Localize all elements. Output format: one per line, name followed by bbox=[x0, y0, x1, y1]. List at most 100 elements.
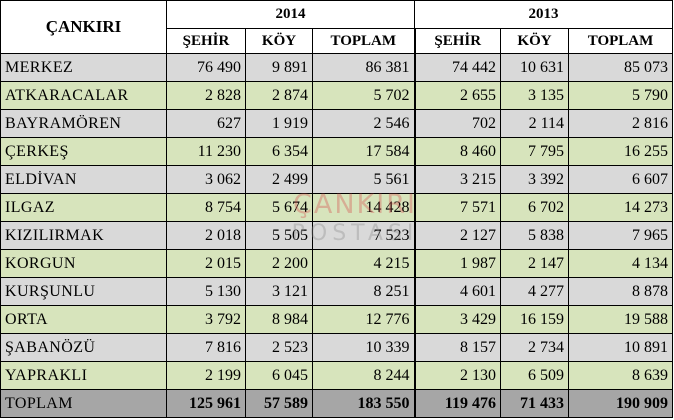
total-value: 183 550 bbox=[312, 389, 415, 418]
total-value: 119 476 bbox=[413, 389, 501, 418]
cell-value: 6 354 bbox=[245, 137, 313, 166]
cell-value: 4 277 bbox=[500, 277, 569, 306]
cell-value: 5 838 bbox=[500, 221, 569, 250]
cell-value: 2 874 bbox=[245, 81, 313, 110]
cell-value: 14 428 bbox=[312, 193, 415, 222]
table-row: ŞABANÖZÜ 7 816 2 523 10 339 8 157 2 734 … bbox=[0, 333, 673, 362]
table-row: ÇERKEŞ 11 230 6 354 17 584 8 460 7 795 1… bbox=[0, 137, 673, 166]
col-koy-2013: KÖY bbox=[500, 28, 569, 54]
cell-value: 8 157 bbox=[413, 333, 501, 362]
cell-value: 2 199 bbox=[166, 361, 246, 390]
table-row: ELDİVAN 3 062 2 499 5 561 3 215 3 392 6 … bbox=[0, 165, 673, 194]
cell-value: 76 490 bbox=[166, 53, 246, 82]
table-row: ORTA 3 792 8 984 12 776 3 429 16 159 19 … bbox=[0, 305, 673, 334]
cell-value: 7 523 bbox=[312, 221, 415, 250]
cell-value: 5 702 bbox=[312, 81, 415, 110]
cell-value: 2 018 bbox=[166, 221, 246, 250]
cell-value: 1 987 bbox=[413, 249, 501, 278]
table-row: ILGAZ 8 754 5 674 14 428 7 571 6 702 14 … bbox=[0, 193, 673, 222]
cell-value: 3 392 bbox=[500, 165, 569, 194]
col-toplam-2013: TOPLAM bbox=[568, 28, 673, 54]
cell-value: 6 045 bbox=[245, 361, 313, 390]
year-2014-header: 2014 bbox=[166, 0, 415, 29]
cell-value: 5 790 bbox=[568, 81, 673, 110]
cell-value: 2 734 bbox=[500, 333, 569, 362]
district-name: ŞABANÖZÜ bbox=[0, 333, 167, 362]
district-name: KORGUN bbox=[0, 249, 167, 278]
cell-value: 1 919 bbox=[245, 109, 313, 138]
cell-value: 10 339 bbox=[312, 333, 415, 362]
cell-value: 4 215 bbox=[312, 249, 415, 278]
cell-value: 12 776 bbox=[312, 305, 415, 334]
province-header: ÇANKIRI bbox=[0, 0, 167, 54]
cell-value: 2 546 bbox=[312, 109, 415, 138]
cell-value: 6 702 bbox=[500, 193, 569, 222]
cell-value: 627 bbox=[166, 109, 246, 138]
table-row: MERKEZ 76 490 9 891 86 381 74 442 10 631… bbox=[0, 53, 673, 82]
district-name: BAYRAMÖREN bbox=[0, 109, 167, 138]
cell-value: 2 130 bbox=[413, 361, 501, 390]
district-name: ORTA bbox=[0, 305, 167, 334]
table-row: KIZILIRMAK 2 018 5 505 7 523 2 127 5 838… bbox=[0, 221, 673, 250]
cell-value: 3 135 bbox=[500, 81, 569, 110]
cell-value: 3 121 bbox=[245, 277, 313, 306]
cell-value: 8 251 bbox=[312, 277, 415, 306]
cell-value: 2 127 bbox=[413, 221, 501, 250]
cell-value: 8 754 bbox=[166, 193, 246, 222]
district-name: ATKARACALAR bbox=[0, 81, 167, 110]
table-row: ATKARACALAR 2 828 2 874 5 702 2 655 3 13… bbox=[0, 81, 673, 110]
cell-value: 4 601 bbox=[413, 277, 501, 306]
total-value: 125 961 bbox=[166, 389, 246, 418]
cell-value: 9 891 bbox=[245, 53, 313, 82]
cell-value: 7 816 bbox=[166, 333, 246, 362]
cell-value: 2 816 bbox=[568, 109, 673, 138]
cell-value: 16 159 bbox=[500, 305, 569, 334]
col-sehir-2014: ŞEHİR bbox=[166, 28, 246, 54]
cell-value: 2 523 bbox=[245, 333, 313, 362]
district-name: MERKEZ bbox=[0, 53, 167, 82]
cell-value: 2 147 bbox=[500, 249, 569, 278]
cell-value: 16 255 bbox=[568, 137, 673, 166]
cell-value: 8 984 bbox=[245, 305, 313, 334]
table-row: KURŞUNLU 5 130 3 121 8 251 4 601 4 277 8… bbox=[0, 277, 673, 306]
total-value: 71 433 bbox=[500, 389, 569, 418]
cell-value: 2 200 bbox=[245, 249, 313, 278]
cell-value: 8 639 bbox=[568, 361, 673, 390]
year-2013-header: 2013 bbox=[414, 0, 673, 29]
cell-value: 8 460 bbox=[413, 137, 501, 166]
cell-value: 5 505 bbox=[245, 221, 313, 250]
cell-value: 6 607 bbox=[568, 165, 673, 194]
cell-value: 4 134 bbox=[568, 249, 673, 278]
col-sehir-2013: ŞEHİR bbox=[413, 28, 501, 54]
cell-value: 3 792 bbox=[166, 305, 246, 334]
cell-value: 2 499 bbox=[245, 165, 313, 194]
cell-value: 7 965 bbox=[568, 221, 673, 250]
district-name: KIZILIRMAK bbox=[0, 221, 167, 250]
cell-value: 17 584 bbox=[312, 137, 415, 166]
cell-value: 3 062 bbox=[166, 165, 246, 194]
district-name: YAPRAKLI bbox=[0, 361, 167, 390]
cell-value: 5 674 bbox=[245, 193, 313, 222]
cell-value: 3 215 bbox=[413, 165, 501, 194]
total-row: TOPLAM 125 961 57 589 183 550 119 476 71… bbox=[0, 389, 673, 418]
cell-value: 7 571 bbox=[413, 193, 501, 222]
cell-value: 6 509 bbox=[500, 361, 569, 390]
cell-value: 85 073 bbox=[568, 53, 673, 82]
cell-value: 2 015 bbox=[166, 249, 246, 278]
cell-value: 86 381 bbox=[312, 53, 415, 82]
cell-value: 8 878 bbox=[568, 277, 673, 306]
cell-value: 2 828 bbox=[166, 81, 246, 110]
cell-value: 5 561 bbox=[312, 165, 415, 194]
cell-value: 7 795 bbox=[500, 137, 569, 166]
cell-value: 2 114 bbox=[500, 109, 569, 138]
total-value: 57 589 bbox=[245, 389, 313, 418]
district-name: ÇERKEŞ bbox=[0, 137, 167, 166]
cell-value: 10 891 bbox=[568, 333, 673, 362]
col-toplam-2014: TOPLAM bbox=[312, 28, 415, 54]
cell-value: 11 230 bbox=[166, 137, 246, 166]
table-row: KORGUN 2 015 2 200 4 215 1 987 2 147 4 1… bbox=[0, 249, 673, 278]
cell-value: 2 655 bbox=[413, 81, 501, 110]
cell-value: 19 588 bbox=[568, 305, 673, 334]
table-row: BAYRAMÖREN 627 1 919 2 546 702 2 114 2 8… bbox=[0, 109, 673, 138]
district-name: KURŞUNLU bbox=[0, 277, 167, 306]
